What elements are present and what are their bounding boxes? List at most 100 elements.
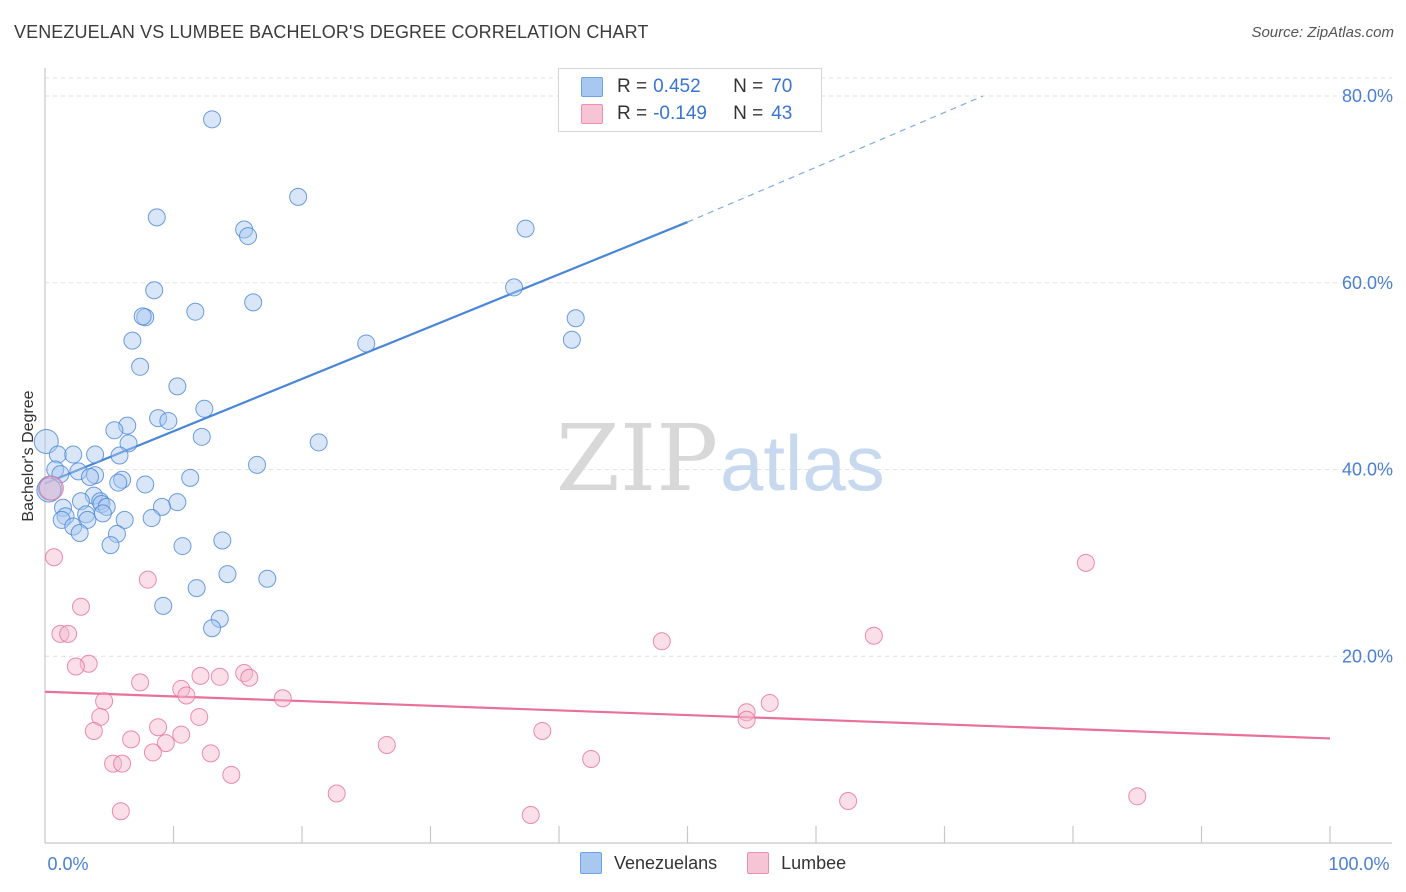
venezuelan-point [289, 187, 308, 206]
y-axis-label: Bachelor's Degree [20, 390, 37, 521]
legend-n-value: 70 [771, 76, 793, 97]
legend-r-value: -0.149 [653, 103, 707, 124]
lumbee-point [327, 784, 346, 803]
lumbee-point [760, 693, 779, 712]
venezuelan-point [64, 445, 83, 464]
series-legend: Venezuelans Lumbee [580, 852, 876, 874]
lumbee-point [240, 668, 259, 687]
venezuelan-point [239, 227, 258, 246]
venezuelan-point [115, 510, 134, 529]
venezuelan-point [213, 531, 232, 550]
legend-r-value: 0.452 [653, 76, 701, 97]
venezuelan-point [154, 596, 173, 615]
lumbee-point [1128, 787, 1147, 806]
lumbee-point [533, 721, 552, 740]
lumbee-point [191, 666, 210, 685]
venezuelan-point [187, 579, 206, 598]
legend-item-venezuelans[interactable]: Venezuelans [580, 852, 717, 874]
lumbee-point [839, 791, 858, 810]
axes [44, 68, 1392, 844]
lumbee-point [377, 735, 396, 754]
venezuelan-point [105, 421, 124, 440]
lumbee-point [149, 718, 168, 737]
lumbee-point [864, 626, 883, 645]
venezuelan-point [248, 455, 267, 474]
venezuelan-point [86, 445, 105, 464]
lumbee-point [210, 667, 229, 686]
venezuelan-point [52, 510, 71, 529]
legend-n-label: N = [733, 103, 764, 124]
venezuelan-point [107, 524, 126, 543]
venezuelan-point [136, 475, 155, 494]
venezuelan-point [133, 307, 152, 326]
lumbee-point [66, 657, 85, 676]
gridlines [45, 77, 1392, 657]
venezuelan-point [48, 445, 67, 464]
lumbee-point [177, 686, 196, 705]
legend-n-value: 43 [771, 103, 793, 124]
y-tick-label: 60.0% [1342, 273, 1393, 293]
source-credit: Source: ZipAtlas.com [1251, 24, 1394, 41]
y-tick-label: 80.0% [1342, 86, 1393, 106]
venezuelan-point [357, 334, 376, 353]
venezuelan-point [119, 434, 138, 453]
venezuelan-point [145, 281, 164, 300]
lumbee-point [1076, 553, 1095, 572]
venezuelan-point [309, 433, 328, 452]
venezuelan-point [92, 495, 111, 514]
y-tick-label: 40.0% [1342, 460, 1393, 480]
venezuelan-point [64, 517, 83, 536]
venezuelan-point [505, 278, 524, 297]
venezuelan-point [69, 462, 88, 481]
venezuelan-point [159, 411, 178, 430]
legend-item-lumbee[interactable]: Lumbee [747, 852, 846, 874]
venezuelan-point [131, 357, 150, 376]
lumbee-point [737, 710, 756, 729]
venezuelan-point [186, 302, 205, 321]
legend-row-lumbee: R = -0.149 N = 43 [581, 101, 792, 127]
venezuelan-point [203, 619, 222, 638]
lumbee-point [84, 721, 103, 740]
venezuelan-point [258, 569, 277, 588]
lumbee-point [44, 548, 63, 567]
lumbee-point [138, 570, 157, 589]
venezuelan-point [181, 468, 200, 487]
legend-label: Lumbee [781, 852, 847, 873]
venezuelan-point [147, 208, 166, 227]
lumbee-point [222, 765, 241, 784]
lumbee-trend-line [44, 690, 1331, 740]
venezuelan-point [168, 377, 187, 396]
lumbee-point [122, 730, 141, 749]
venezuelan-point [203, 110, 222, 129]
venezuelan-point [70, 523, 89, 542]
data-points [33, 110, 1147, 824]
lumbee-point [131, 673, 150, 692]
venezuelan-point [110, 446, 129, 465]
lumbee-point [652, 632, 671, 651]
x-tick-label: 0.0% [47, 854, 88, 874]
lumbee-point [582, 749, 601, 768]
y-tick-label: 20.0% [1342, 646, 1393, 666]
watermark: ZIP atlas [556, 405, 885, 512]
venezuelan-point [218, 565, 237, 584]
watermark-zip: ZIP [556, 405, 718, 512]
venezuelan-point [244, 293, 263, 312]
lumbee-point [111, 802, 130, 821]
lumbee-point [273, 689, 292, 708]
legend-row-venezuelans: R = 0.452 N = 70 [581, 74, 792, 100]
venezuelan-point [562, 330, 581, 349]
stats-legend: R = 0.452 N = 70 R = -0.149 N = 43 [558, 68, 822, 132]
lumbee-point [38, 475, 64, 501]
venezuelan-point [80, 467, 99, 486]
venezuelan-point [195, 399, 214, 418]
venezuelan-point [168, 493, 187, 512]
venezuelan-point [93, 504, 112, 523]
lumbee-point [521, 805, 540, 824]
lumbee-point [737, 703, 756, 722]
lumbee-point [95, 692, 114, 711]
legend-n-label: N = [733, 76, 764, 97]
venezuelan-point [101, 536, 120, 555]
venezuelan-point [109, 473, 128, 492]
lumbee-point [190, 707, 209, 726]
